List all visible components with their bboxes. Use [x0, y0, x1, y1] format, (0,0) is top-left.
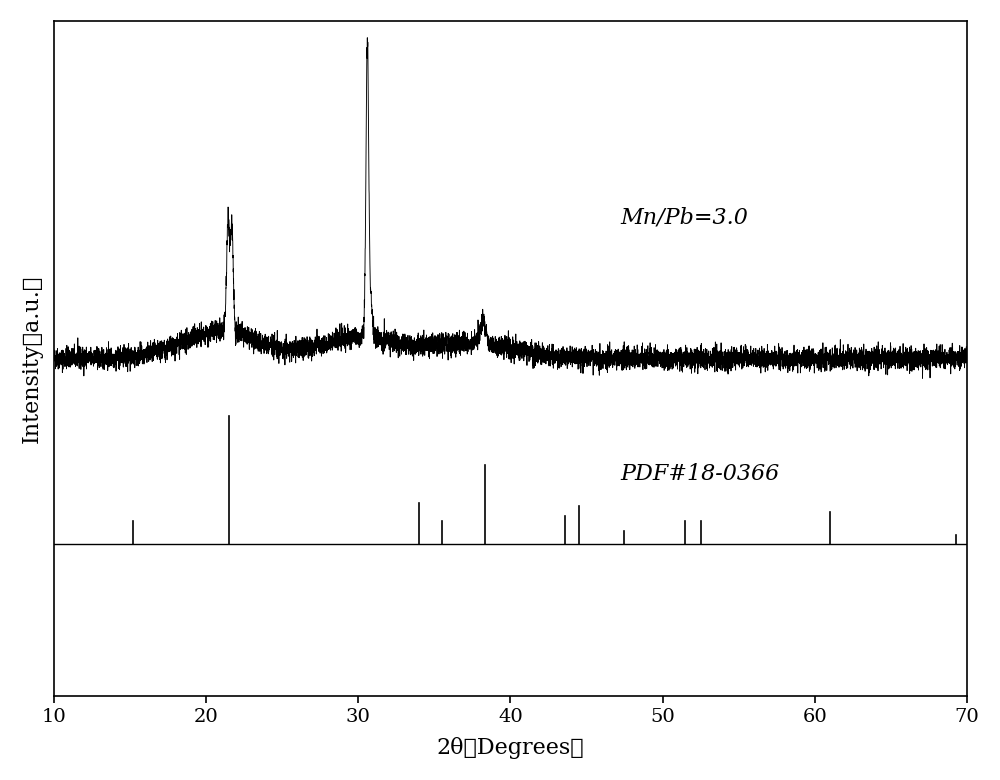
Y-axis label: Intensity（a.u.）: Intensity（a.u.） [21, 275, 43, 443]
X-axis label: 2θ（Degrees）: 2θ（Degrees） [437, 737, 584, 759]
Text: PDF#18-0366: PDF#18-0366 [620, 463, 779, 485]
Text: Mn/Pb=3.0: Mn/Pb=3.0 [620, 207, 748, 229]
